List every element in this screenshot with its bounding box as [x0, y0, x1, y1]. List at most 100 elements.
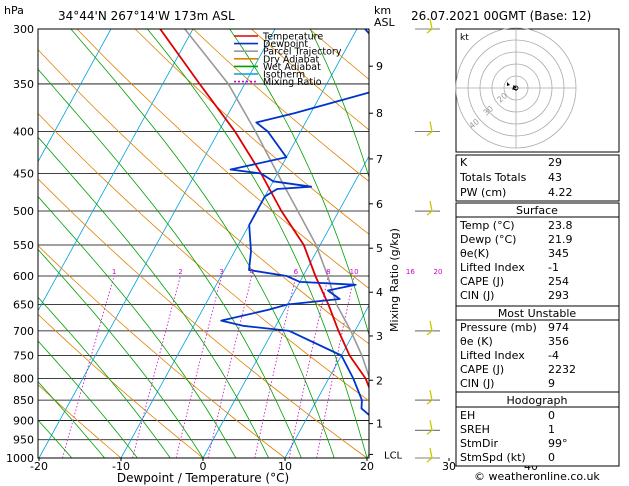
mixing-ratio-line [207, 275, 253, 458]
legend-label: Wet Adiabat [263, 62, 321, 73]
unstable-label: CAPE (J) [460, 363, 504, 376]
surface-label: θe(K) [460, 247, 489, 260]
wind-barb [426, 447, 433, 463]
unstable-label: Pressure (mb) [460, 321, 537, 334]
mixing-ratio-line [288, 275, 329, 458]
pressure-tick-label: 550 [13, 239, 34, 252]
temp-tick-label: 30 [442, 460, 456, 473]
mixing-ratio-line [175, 275, 222, 458]
wind-barbs [415, 18, 440, 463]
pressure-tick-label: 900 [13, 414, 34, 427]
mixing-ratio-label: 16 [406, 268, 415, 276]
pressure-tick-label: 650 [13, 299, 34, 312]
surface-label: Temp (°C) [459, 219, 515, 232]
index-value: 4.22 [548, 186, 573, 199]
surface-value: 23.8 [548, 219, 573, 232]
mixing-ratio-label: 6 [294, 268, 299, 276]
dry-adiabat-line [38, 112, 369, 402]
mixing-ratio-label: 2 [178, 268, 182, 276]
surface-label: Lifted Index [460, 261, 525, 274]
km-tick-label: 2 [376, 374, 383, 387]
pressure-tick-label: 950 [13, 434, 34, 447]
pressure-tick-label: 800 [13, 372, 34, 385]
unstable-value: 9 [548, 377, 555, 390]
surface-value: 254 [548, 275, 569, 288]
wind-barb [426, 420, 433, 435]
mixing-ratio-line [406, 276, 438, 458]
dry-adiabat-line [76, 29, 369, 289]
indices-table: K 29 Totals Totals 43 PW (cm) 4.22 [455, 154, 620, 202]
location-label: 34°44'N 267°14'W 173m ASL [58, 9, 235, 23]
temp-tick-label: 0 [200, 460, 207, 473]
wet-adiabat-line [147, 29, 368, 458]
hpa-unit-label: hPa [4, 4, 24, 17]
hodograph-unit: kt [460, 33, 469, 43]
wet-adiabat-line [38, 381, 105, 458]
km-tick-label: 7 [376, 153, 383, 166]
pressure-tick-label: 700 [13, 325, 34, 338]
legend-label: Dewpoint [263, 39, 308, 50]
km-tick-label: 5 [376, 242, 383, 255]
datetime-label: 26.07.2021 00GMT (Base: 12) [411, 9, 591, 23]
surface-value: 21.9 [548, 233, 573, 246]
mixing-ratio-line [62, 275, 115, 458]
surface-label: CAPE (J) [460, 275, 504, 288]
temperature-line [159, 29, 369, 390]
legend-label: Temperature [262, 32, 323, 43]
legend-label: Mixing Ratio [263, 77, 322, 88]
pressure-tick-label: 1000 [6, 452, 34, 465]
km-tick-label: 3 [376, 330, 383, 343]
unstable-title: Most Unstable [498, 307, 577, 320]
mixing-ratio-label: 3 [219, 268, 223, 276]
index-value: 43 [548, 171, 562, 184]
most-unstable-table: Most Unstable Pressure (mb) 974 θe (K) 3… [455, 305, 620, 393]
km-tick-label: 1 [376, 418, 383, 431]
index-label: K [460, 156, 468, 169]
surface-table: Surface Temp (°C) 23.8 Dewp (°C) 21.9 θe… [455, 202, 620, 307]
surface-value: -1 [548, 261, 559, 274]
isotherm-line [202, 155, 369, 458]
mixing-ratio-label: 10 [350, 268, 359, 276]
mixing-ratio-line [316, 275, 355, 458]
legend-label: Isotherm [263, 70, 305, 81]
km-tick-label: 6 [376, 198, 383, 211]
mixing-ratio-label: 1 [112, 268, 116, 276]
wet-adiabat-line [229, 29, 369, 337]
lcl-label: LCL [384, 450, 403, 461]
pressure-tick-label: 450 [13, 167, 34, 180]
km-tick-label: 9 [376, 60, 383, 73]
index-value: 29 [548, 156, 562, 169]
isotherm-line [38, 29, 112, 163]
km-unit-label: km [374, 4, 391, 17]
hodo-value: 99° [548, 437, 568, 450]
hodograph-table: Hodograph EH 0 SREH 1 StmDir 99° StmSpd … [455, 391, 620, 467]
hodo-table-title: Hodograph [507, 394, 568, 407]
wet-adiabat-line [38, 248, 204, 458]
wet-adiabat-line [38, 196, 237, 458]
surface-title: Surface [516, 204, 558, 217]
wet-adiabat-line [38, 68, 302, 458]
chart-grid [38, 29, 438, 458]
hodo-label: StmSpd (kt) [460, 451, 526, 464]
isotherm-line [38, 29, 194, 312]
index-label: Totals Totals [459, 171, 527, 184]
wet-adiabat-line [38, 136, 269, 458]
dry-adiabat-line [134, 29, 369, 235]
index-label: PW (cm) [460, 186, 506, 199]
unstable-value: 2232 [548, 363, 576, 376]
mixing-ratio-line [254, 275, 297, 458]
unstable-label: θe (K) [460, 335, 493, 348]
legend-label: Dry Adiabat [263, 54, 320, 65]
unstable-value: -4 [548, 349, 559, 362]
dewpoint-line [220, 29, 369, 417]
hodo-label: EH [460, 409, 475, 422]
wind-barb [426, 320, 433, 336]
isotherm-line [38, 29, 276, 458]
dry-adiabat-line [38, 48, 369, 345]
chart-axes: 1234681016202530035040045050055060065070… [6, 23, 538, 473]
unstable-label: Lifted Index [460, 349, 525, 362]
unstable-value: 356 [548, 335, 569, 348]
pressure-tick-label: 750 [13, 349, 34, 362]
wet-adiabat-line [38, 296, 171, 458]
pressure-tick-label: 600 [13, 270, 34, 283]
